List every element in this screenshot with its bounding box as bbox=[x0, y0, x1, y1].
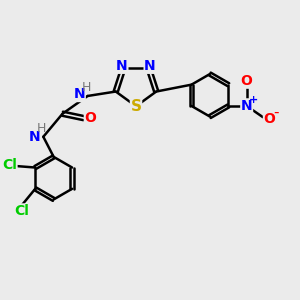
Text: O: O bbox=[263, 112, 275, 126]
Text: S: S bbox=[130, 99, 142, 114]
Text: H: H bbox=[37, 122, 46, 135]
Text: O: O bbox=[84, 111, 96, 125]
Text: N: N bbox=[241, 99, 253, 113]
Text: O: O bbox=[241, 74, 253, 88]
Text: -: - bbox=[274, 105, 279, 120]
Text: H: H bbox=[82, 81, 91, 94]
Text: Cl: Cl bbox=[2, 158, 17, 172]
Text: +: + bbox=[249, 95, 258, 105]
Text: N: N bbox=[29, 130, 41, 144]
Text: N: N bbox=[144, 59, 156, 73]
Text: N: N bbox=[116, 59, 128, 73]
Text: N: N bbox=[74, 88, 85, 101]
Text: Cl: Cl bbox=[14, 204, 29, 218]
